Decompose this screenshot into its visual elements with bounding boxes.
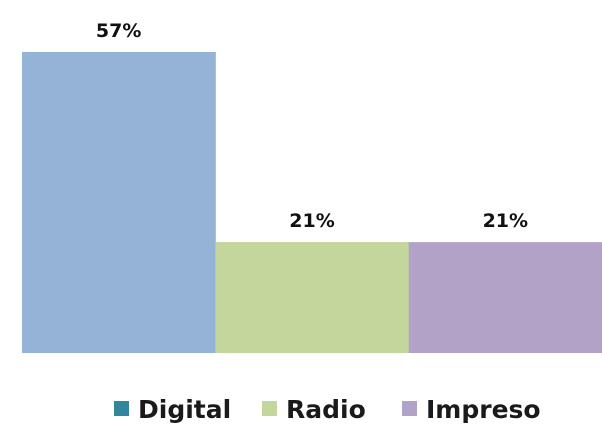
data-label-impreso: 21% xyxy=(483,210,528,232)
legend-label-radio: Radio xyxy=(286,395,366,424)
bars-group xyxy=(22,52,602,353)
legend-label-impreso: Impreso xyxy=(426,395,541,424)
legend-swatch-impreso xyxy=(402,401,417,416)
legend-label-digital: Digital xyxy=(138,395,231,424)
legend: Digital Radio Impreso xyxy=(114,395,541,424)
data-label-radio: 21% xyxy=(289,210,334,232)
legend-swatch-digital xyxy=(114,401,129,416)
bar-digital xyxy=(22,52,216,353)
data-labels-group: 57% 21% 21% xyxy=(96,20,528,232)
bar-impreso xyxy=(408,242,602,353)
bar-radio xyxy=(215,242,410,353)
data-label-digital: 57% xyxy=(96,20,141,42)
legend-swatch-radio xyxy=(262,401,277,416)
